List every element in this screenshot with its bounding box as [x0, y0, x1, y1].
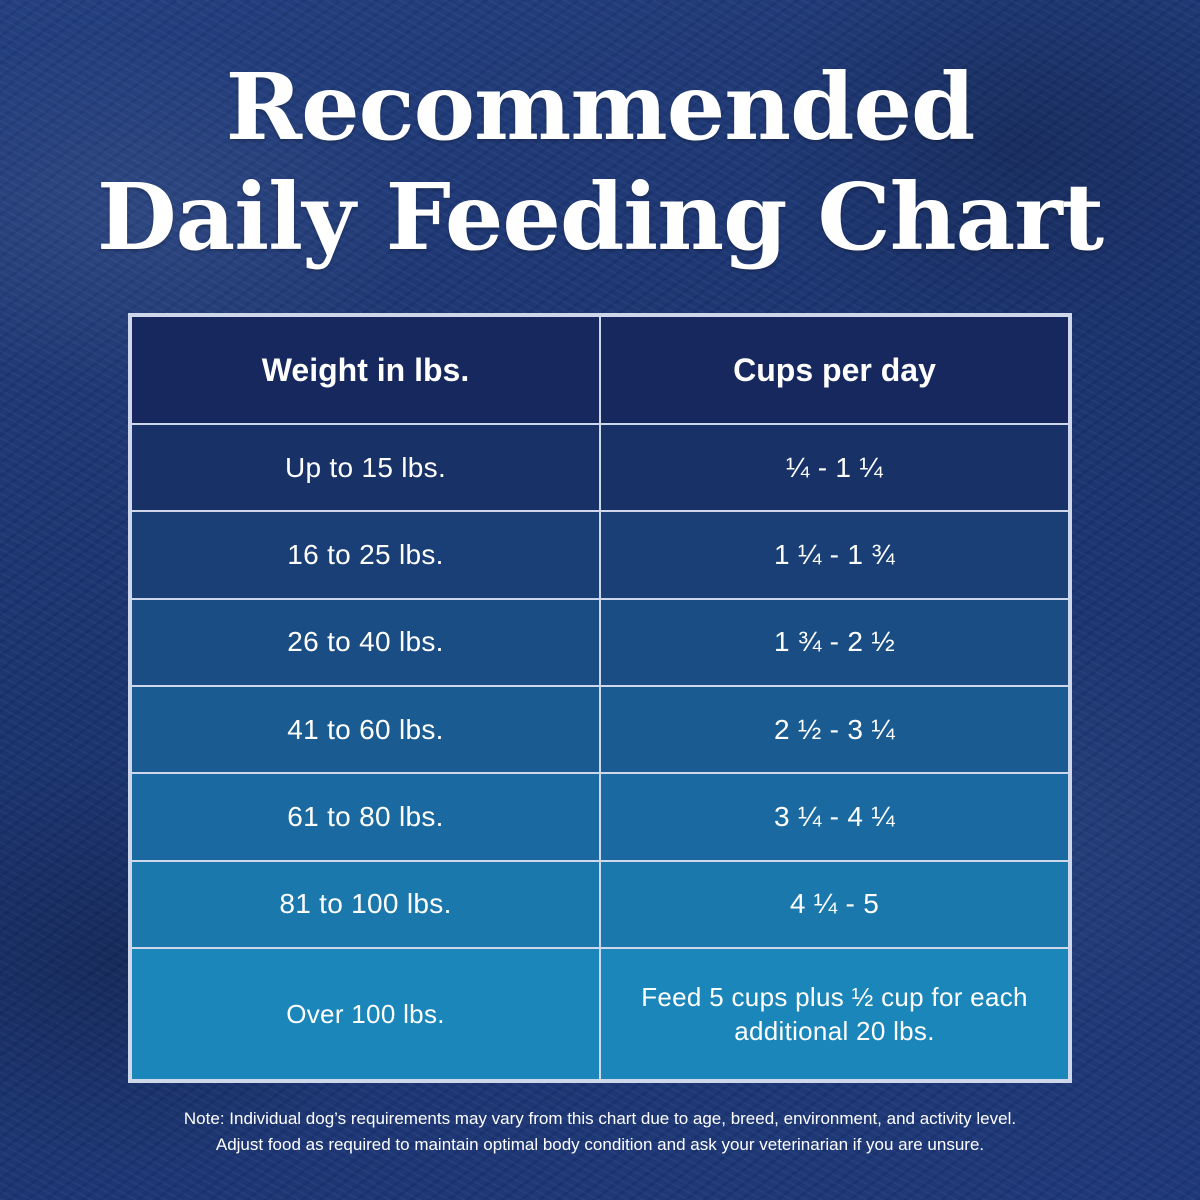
cell-cups: Feed 5 cups plus ½ cup for each addition… — [599, 946, 1070, 1082]
feeding-table: Weight in lbs. Cups per day Up to 15 lbs… — [128, 313, 1072, 1083]
table-row: 81 to 100 lbs. 4 ¼ - 5 — [130, 859, 1070, 949]
cell-weight: Up to 15 lbs. — [130, 422, 601, 513]
footnote-line-1: Note: Individual dog’s requirements may … — [183, 1109, 1017, 1128]
header-cups: Cups per day — [599, 315, 1070, 425]
cell-cups: 4 ¼ - 5 — [599, 859, 1070, 949]
cell-cups: 3 ¼ - 4 ¼ — [599, 772, 1070, 862]
cell-cups: 1 ¼ - 1 ¾ — [599, 510, 1070, 600]
table-row: 41 to 60 lbs. 2 ½ - 3 ¼ — [130, 684, 1070, 775]
table-header-row: Weight in lbs. Cups per day — [130, 315, 1070, 425]
page-title: Recommended Daily Feeding Chart — [0, 52, 1200, 272]
footnote: Note: Individual dog’s requirements may … — [0, 1106, 1200, 1158]
table-row: 16 to 25 lbs. 1 ¼ - 1 ¾ — [130, 510, 1070, 600]
cell-cups: ¼ - 1 ¼ — [599, 422, 1070, 513]
cell-cups: 1 ¾ - 2 ½ — [599, 597, 1070, 687]
cell-weight: 61 to 80 lbs. — [130, 772, 601, 862]
table-row: 61 to 80 lbs. 3 ¼ - 4 ¼ — [130, 772, 1070, 862]
cell-weight: 81 to 100 lbs. — [130, 859, 601, 949]
table-row: Up to 15 lbs. ¼ - 1 ¼ — [130, 422, 1070, 513]
title-line-2: Daily Feeding Chart — [96, 163, 1104, 271]
cell-weight: 16 to 25 lbs. — [130, 510, 601, 600]
cell-weight: Over 100 lbs. — [130, 946, 601, 1082]
footnote-line-2: Adjust food as required to maintain opti… — [215, 1135, 985, 1154]
cell-weight: 26 to 40 lbs. — [130, 597, 601, 687]
table-row: Over 100 lbs. Feed 5 cups plus ½ cup for… — [130, 946, 1070, 1082]
feeding-table-grid: Weight in lbs. Cups per day Up to 15 lbs… — [130, 315, 1070, 1082]
table-row: 26 to 40 lbs. 1 ¾ - 2 ½ — [130, 597, 1070, 687]
header-weight: Weight in lbs. — [130, 315, 601, 425]
cell-weight: 41 to 60 lbs. — [130, 684, 601, 775]
title-line-1: Recommended — [225, 53, 976, 161]
cell-cups: 2 ½ - 3 ¼ — [599, 684, 1070, 775]
